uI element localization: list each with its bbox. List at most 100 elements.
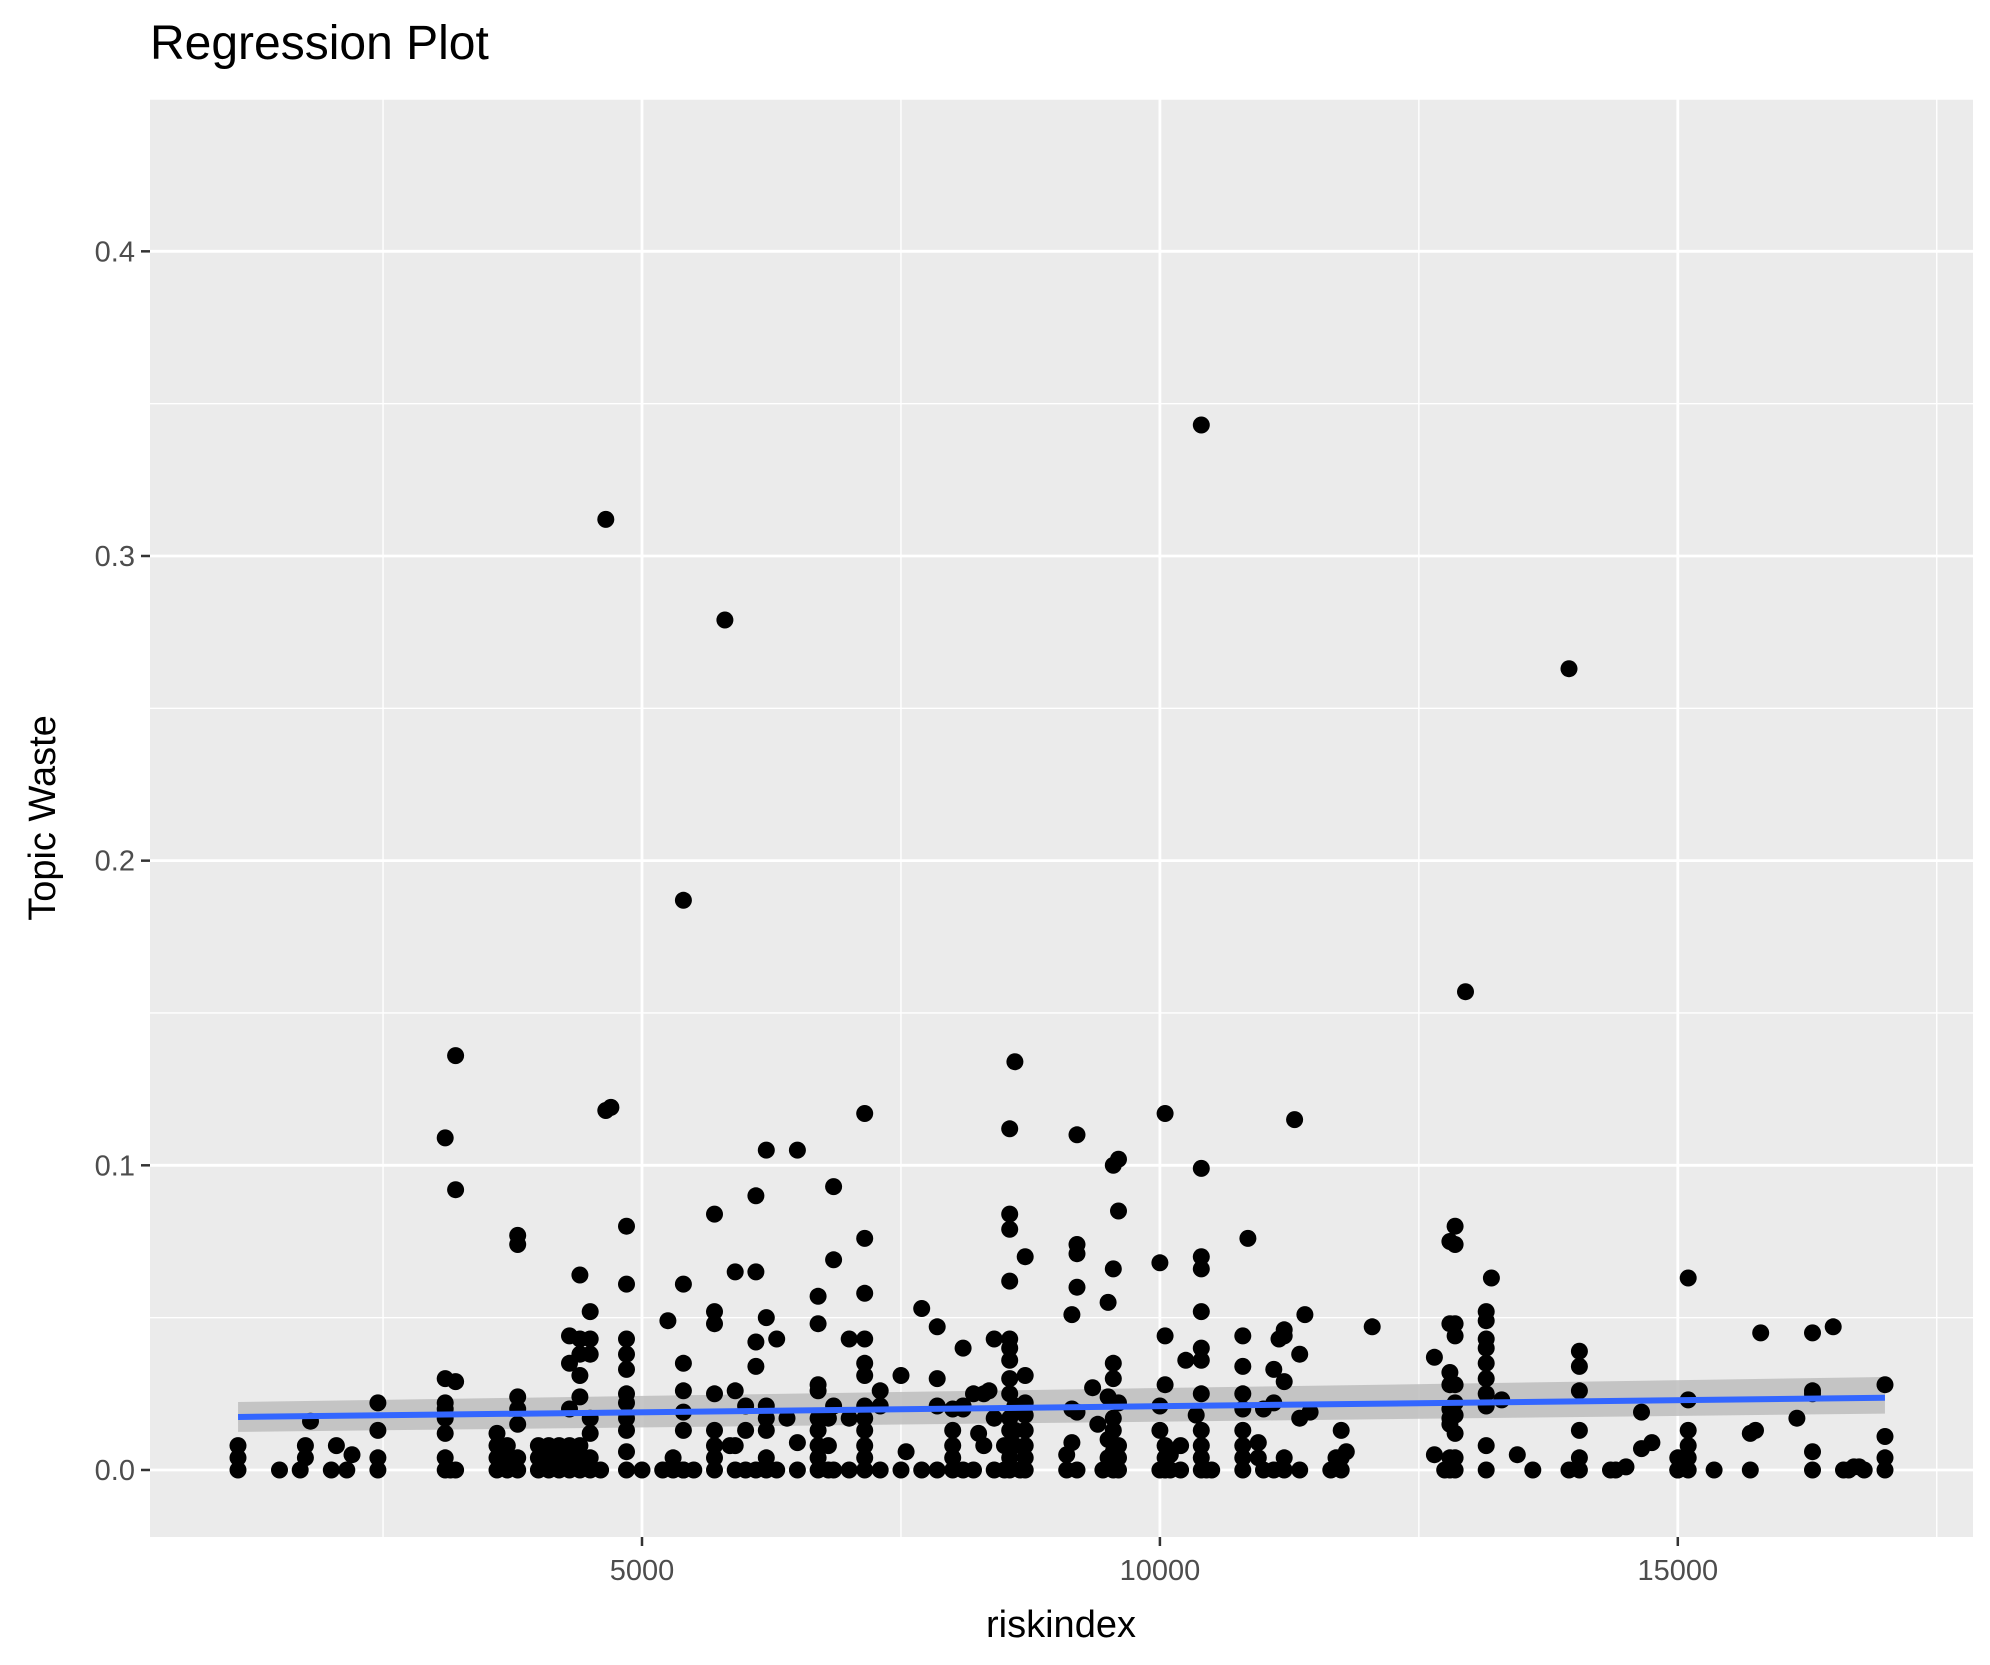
data-point <box>778 1409 796 1427</box>
y-tick-label: 0.0 <box>95 1455 135 1487</box>
data-point <box>1016 1437 1034 1455</box>
data-point <box>1177 1351 1195 1369</box>
data-point <box>1425 1348 1443 1366</box>
data-point <box>1187 1406 1205 1424</box>
data-point <box>1824 1318 1842 1336</box>
data-point <box>1110 1461 1127 1479</box>
data-point <box>509 1388 527 1406</box>
data-point <box>581 1424 599 1442</box>
data-point <box>1151 1254 1169 1272</box>
y-tick-label: 0.3 <box>95 541 135 573</box>
data-point <box>1679 1449 1697 1467</box>
data-point <box>928 1318 946 1336</box>
data-point <box>1679 1421 1697 1439</box>
data-point <box>871 1461 889 1479</box>
data-point <box>1234 1437 1252 1455</box>
data-point <box>571 1437 589 1455</box>
data-point <box>1234 1385 1252 1403</box>
data-point <box>1804 1461 1821 1479</box>
data-point <box>1363 1318 1381 1336</box>
data-point <box>1446 1315 1464 1333</box>
data-point <box>1249 1434 1267 1452</box>
data-point <box>944 1421 962 1439</box>
data-point <box>726 1263 744 1281</box>
data-point <box>716 611 734 629</box>
data-point <box>571 1388 589 1406</box>
data-point <box>602 1098 620 1116</box>
data-point <box>1001 1120 1019 1138</box>
data-point <box>509 1449 527 1467</box>
data-point <box>1275 1461 1293 1479</box>
data-point <box>1234 1421 1252 1439</box>
data-point <box>1446 1424 1464 1442</box>
data-point <box>856 1354 874 1372</box>
data-point <box>1192 1260 1210 1278</box>
data-point <box>1633 1403 1650 1421</box>
y-axis: 0.0 0.1 0.2 0.3 0.4 <box>95 236 150 1487</box>
data-point <box>618 1385 635 1403</box>
data-point <box>985 1330 1003 1348</box>
data-point <box>856 1421 874 1439</box>
data-point <box>1234 1327 1252 1345</box>
data-point <box>706 1449 723 1467</box>
data-point <box>1239 1229 1257 1247</box>
data-point <box>1192 416 1210 434</box>
data-point <box>726 1437 744 1455</box>
data-point <box>1104 1260 1122 1278</box>
data-point <box>1275 1449 1293 1467</box>
data-point <box>581 1330 599 1348</box>
data-point <box>229 1437 247 1455</box>
data-point <box>1110 1202 1127 1220</box>
data-point <box>1099 1293 1117 1311</box>
data-point <box>343 1446 361 1464</box>
data-point <box>747 1187 765 1205</box>
data-point <box>1001 1370 1019 1388</box>
data-point <box>825 1461 843 1479</box>
data-point <box>1156 1327 1174 1345</box>
data-point <box>1446 1236 1464 1253</box>
data-point <box>1477 1461 1495 1479</box>
data-point <box>338 1461 356 1479</box>
data-point <box>737 1421 755 1439</box>
data-point <box>897 1443 915 1461</box>
data-point <box>1876 1449 1894 1467</box>
data-point <box>975 1437 993 1455</box>
data-point <box>1425 1446 1443 1464</box>
data-point <box>1788 1409 1806 1427</box>
data-point <box>1332 1421 1350 1439</box>
data-point <box>840 1409 858 1427</box>
data-point <box>1001 1272 1019 1290</box>
data-point <box>1104 1370 1122 1388</box>
data-point <box>768 1330 786 1348</box>
regression-line <box>238 1394 1885 1420</box>
data-point <box>1705 1461 1723 1479</box>
data-point <box>1016 1461 1034 1479</box>
data-point <box>706 1385 723 1403</box>
data-point <box>581 1345 599 1363</box>
data-point <box>1089 1415 1107 1433</box>
data-point <box>788 1434 806 1452</box>
x-axis-title: riskindex <box>986 1604 1136 1646</box>
data-point <box>1570 1461 1588 1479</box>
data-point <box>618 1330 635 1348</box>
data-point <box>1068 1278 1086 1296</box>
data-point <box>1016 1421 1034 1439</box>
data-point <box>892 1461 910 1479</box>
data-point <box>674 891 692 909</box>
data-point <box>1104 1354 1122 1372</box>
data-point <box>322 1461 340 1479</box>
data-point <box>1301 1403 1319 1421</box>
data-point <box>856 1105 874 1122</box>
data-point <box>369 1394 387 1412</box>
y-tick-label: 0.2 <box>95 846 135 878</box>
data-point <box>1156 1376 1174 1394</box>
data-point <box>1016 1248 1034 1266</box>
data-point <box>1570 1382 1588 1400</box>
data-point <box>1477 1437 1495 1455</box>
data-point <box>944 1449 962 1467</box>
data-point <box>706 1437 723 1455</box>
data-point <box>1192 1159 1210 1177</box>
data-point <box>809 1421 827 1439</box>
data-point <box>618 1443 635 1461</box>
data-point <box>296 1437 314 1455</box>
